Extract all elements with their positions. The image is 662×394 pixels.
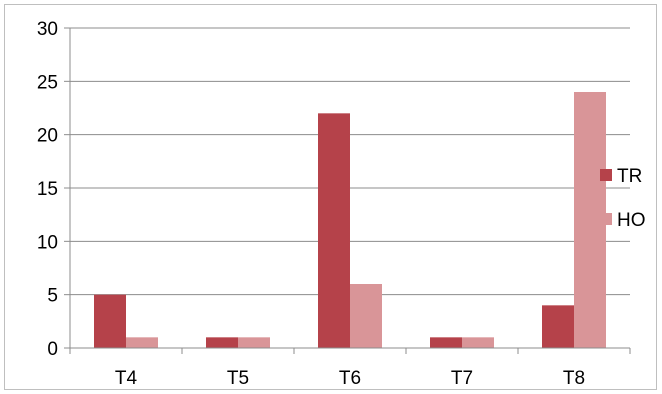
ytick-label-10: 10 [37,232,58,253]
ytick-label-0: 0 [47,339,58,360]
legend: TR HO [600,166,646,231]
xtick-label-T6: T6 [339,368,361,389]
xtick-label-T7: T7 [451,368,473,389]
bar-HO-T7 [462,337,494,348]
bar-HO-T5 [238,337,270,348]
bar-HO-T4 [126,337,158,348]
bars [94,92,606,348]
xtick-label-T5: T5 [227,368,249,389]
ytick-label-30: 30 [37,19,58,40]
bar-TR-T7 [430,337,462,348]
legend-swatch-HO [600,213,612,225]
y-axis-ticks: 0 5 10 15 20 25 30 [37,19,58,360]
legend-label-HO: HO [617,210,646,231]
xtick-label-T8: T8 [563,368,585,389]
bar-HO-T6 [350,284,382,348]
legend-label-TR: TR [617,166,642,187]
x-axis [69,347,631,354]
bar-TR-T5 [206,337,238,348]
ytick-label-25: 25 [37,72,58,93]
ytick-label-5: 5 [47,286,58,307]
bar-TR-T6 [318,113,350,348]
ytick-label-15: 15 [37,179,58,200]
x-axis-ticks: T4 T5 T6 T7 T8 [115,368,585,389]
bar-TR-T8 [542,305,574,348]
xtick-label-T4: T4 [115,368,138,389]
legend-swatch-TR [600,169,612,181]
ytick-label-20: 20 [37,126,58,147]
bar-TR-T4 [94,294,126,348]
